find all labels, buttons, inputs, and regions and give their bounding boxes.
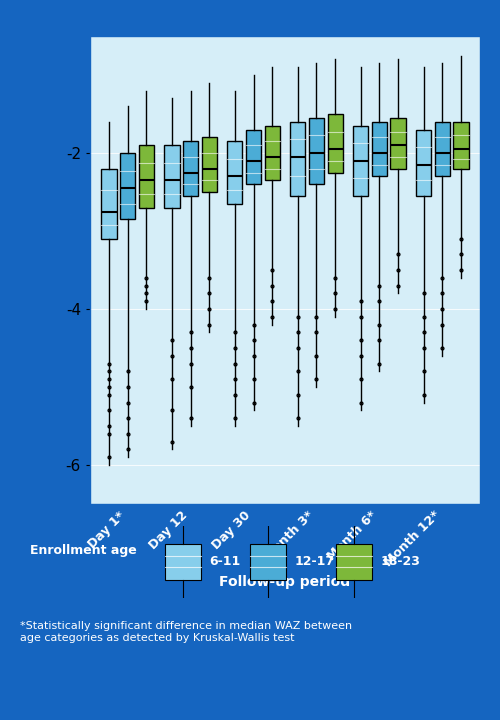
PathPatch shape <box>290 122 306 196</box>
Text: 12-17: 12-17 <box>295 555 335 568</box>
FancyBboxPatch shape <box>164 544 200 580</box>
FancyBboxPatch shape <box>250 544 286 580</box>
PathPatch shape <box>264 126 280 180</box>
Text: 6-11: 6-11 <box>210 555 241 568</box>
PathPatch shape <box>434 122 450 176</box>
PathPatch shape <box>164 145 180 207</box>
PathPatch shape <box>328 114 342 173</box>
PathPatch shape <box>454 122 468 168</box>
PathPatch shape <box>102 168 116 239</box>
PathPatch shape <box>202 138 217 192</box>
X-axis label: Follow-up period: Follow-up period <box>220 575 350 589</box>
PathPatch shape <box>139 145 154 207</box>
PathPatch shape <box>120 153 136 220</box>
FancyBboxPatch shape <box>336 544 372 580</box>
PathPatch shape <box>372 122 387 176</box>
PathPatch shape <box>353 126 368 196</box>
Text: *Statistically significant difference in median WAZ between
age categories as de: *Statistically significant difference in… <box>20 621 352 642</box>
PathPatch shape <box>246 130 261 184</box>
PathPatch shape <box>309 118 324 184</box>
Text: 18-23: 18-23 <box>380 555 420 568</box>
Y-axis label: Weight-for-age z-scores (WAZ): Weight-for-age z-scores (WAZ) <box>45 150 59 390</box>
Text: Enrollment age: Enrollment age <box>30 544 136 557</box>
PathPatch shape <box>228 141 242 204</box>
PathPatch shape <box>183 141 198 196</box>
PathPatch shape <box>416 130 431 196</box>
PathPatch shape <box>390 118 406 168</box>
